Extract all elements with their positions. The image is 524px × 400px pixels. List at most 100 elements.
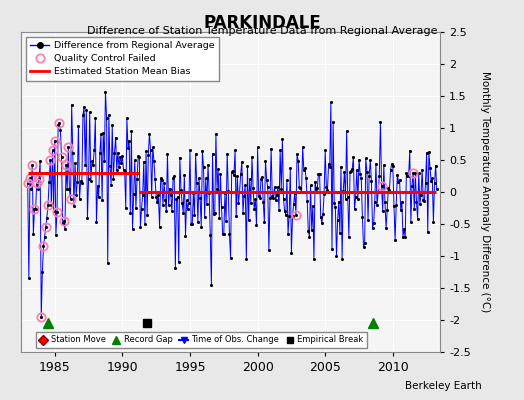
Point [248,154,256,160]
Point [241,182,249,188]
Point [55,120,63,126]
Point [340,168,348,175]
Point [201,213,209,220]
Point [336,230,344,236]
Point [121,168,129,174]
Point [109,176,117,182]
Point [328,246,336,253]
Point [232,213,241,220]
Point [75,196,84,202]
Point [189,190,198,197]
Point [383,207,391,213]
Point [410,206,419,213]
Point [420,198,429,204]
Point [251,196,259,202]
Point [379,162,388,168]
Point [161,196,169,203]
Point [157,175,165,181]
Point [108,122,116,128]
Point [319,211,327,218]
Point [119,166,128,173]
Point [139,158,148,165]
Point [372,160,380,167]
Point [144,151,152,158]
Point [321,147,330,154]
Point [182,197,191,204]
Point [38,269,47,275]
Point [288,213,297,219]
Point [184,200,193,206]
Point [136,223,145,230]
Point [137,205,146,212]
Point [26,175,34,181]
Point [125,138,133,144]
Point [158,177,166,183]
Point [279,196,288,202]
Point [166,185,174,192]
Point [400,226,408,232]
Point [79,112,87,118]
Point [194,219,202,225]
Point [24,180,32,186]
Point [206,232,214,238]
Point [256,194,264,201]
Point [292,212,300,218]
Point [344,194,352,200]
Point [312,186,320,192]
Point [65,186,73,192]
Point [219,231,227,238]
Point [399,233,407,240]
Point [244,217,253,223]
Point [412,198,421,205]
Point [366,157,375,163]
Point [309,203,317,210]
Point [295,184,303,191]
Legend: Station Move, Record Gap, Time of Obs. Change, Empirical Break: Station Move, Record Gap, Time of Obs. C… [36,332,367,348]
Point [338,256,346,262]
Point [374,189,383,196]
Point [207,282,215,288]
Point [211,210,219,216]
Point [265,246,273,253]
Point [177,187,185,193]
Point [98,197,106,204]
Point [198,147,206,154]
Point [106,163,114,170]
Point [77,178,85,184]
Point [274,184,282,190]
Point [61,226,69,232]
Point [361,240,369,246]
Point [132,204,140,211]
Point [304,228,312,234]
Point [178,200,187,206]
Point [345,234,353,240]
Point [231,147,239,154]
Point [272,192,281,198]
Point [310,256,318,262]
Point [73,179,82,185]
Point [113,167,121,173]
Point [286,165,294,172]
Point [398,198,406,205]
Point [407,219,415,226]
Point [36,158,45,164]
Point [47,202,56,209]
Point [176,155,184,161]
Point [147,194,156,200]
Point [152,194,160,200]
Point [297,188,305,195]
Point [354,196,362,202]
Point [222,218,230,224]
Point [369,220,378,226]
Point [381,198,389,205]
Point [386,166,395,173]
Point [129,191,138,197]
Point [406,148,414,154]
Point [270,184,279,190]
Point [30,206,39,212]
Point [413,216,422,222]
Point [39,243,48,250]
Point [307,182,315,188]
Point [353,167,361,174]
Point [29,230,38,237]
